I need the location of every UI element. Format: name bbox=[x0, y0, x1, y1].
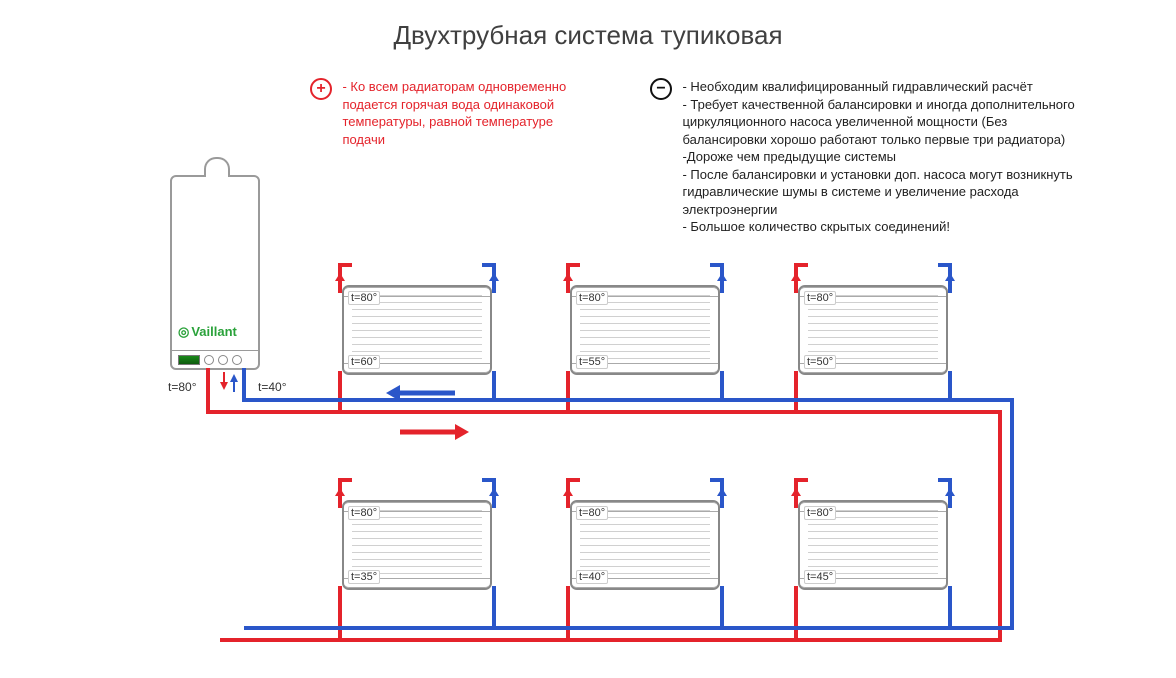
radiator-in-temp: t=80° bbox=[804, 506, 836, 520]
radiator-in-temp: t=80° bbox=[576, 291, 608, 305]
radiator-in-temp: t=80° bbox=[804, 291, 836, 305]
radiator-out-temp: t=40° bbox=[576, 570, 608, 584]
pros-block: + - Ко всем радиаторам одновременно пода… bbox=[310, 78, 600, 148]
radiator: t=80° t=50° bbox=[798, 285, 948, 375]
radiator-in-temp: t=80° bbox=[576, 506, 608, 520]
radiator: t=80° t=35° bbox=[342, 500, 492, 590]
boiler: ◎Vaillant bbox=[170, 175, 260, 370]
radiator-out-temp: t=55° bbox=[576, 355, 608, 369]
cons-text: - Необходим квалифицированный гидравличе… bbox=[682, 78, 1082, 236]
radiator-out-temp: t=45° bbox=[804, 570, 836, 584]
radiator: t=80° t=55° bbox=[570, 285, 720, 375]
minus-icon: − bbox=[650, 78, 672, 100]
boiler-brand: ◎Vaillant bbox=[178, 324, 237, 340]
cons-block: − - Необходим квалифицированный гидравли… bbox=[650, 78, 1090, 236]
boiler-control-panel bbox=[172, 350, 258, 368]
radiator: t=80° t=60° bbox=[342, 285, 492, 375]
radiator: t=80° t=40° bbox=[570, 500, 720, 590]
radiator-out-temp: t=60° bbox=[348, 355, 380, 369]
plus-icon: + bbox=[310, 78, 332, 100]
radiator-out-temp: t=35° bbox=[348, 570, 380, 584]
radiator-in-temp: t=80° bbox=[348, 506, 380, 520]
boiler-supply-temp: t=80° bbox=[168, 380, 197, 394]
radiator: t=80° t=45° bbox=[798, 500, 948, 590]
boiler-return-temp: t=40° bbox=[258, 380, 287, 394]
boiler-handle bbox=[204, 157, 230, 177]
radiator-out-temp: t=50° bbox=[804, 355, 836, 369]
pros-text: - Ко всем радиаторам одновременно подает… bbox=[342, 78, 592, 148]
radiator-in-temp: t=80° bbox=[348, 291, 380, 305]
diagram-title: Двухтрубная система тупиковая bbox=[0, 20, 1176, 51]
